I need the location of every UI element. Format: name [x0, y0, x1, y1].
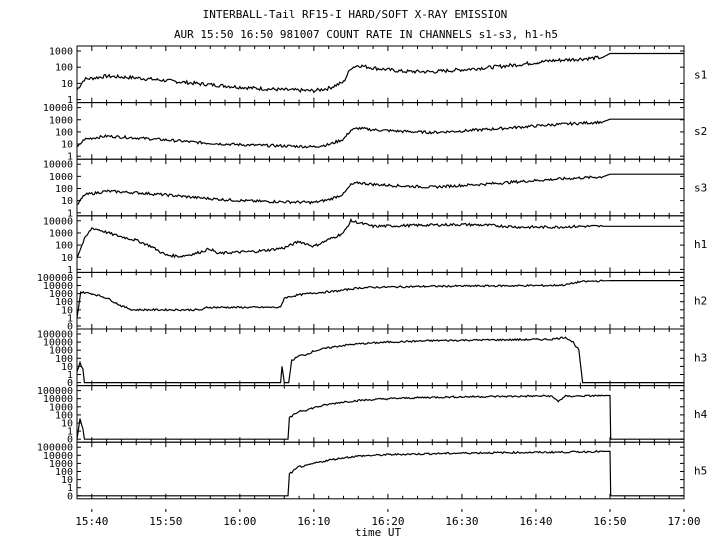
channel-label: h3	[694, 351, 707, 364]
series-s2-trace	[76, 118, 684, 149]
series-s3-trace	[76, 173, 684, 205]
y-tick-label: 1	[67, 265, 73, 276]
y-tick-label: 10	[61, 305, 73, 316]
series-h2-trace	[76, 279, 684, 318]
series-h1-trace	[76, 217, 684, 259]
y-tick-label: 1000	[49, 402, 73, 413]
y-tick-label: 0	[67, 322, 73, 333]
y-tick-label: 100	[55, 241, 73, 252]
series-h4-trace	[76, 394, 684, 440]
channel-label: h2	[694, 295, 707, 308]
panel-frame	[76, 215, 685, 273]
channel-panels: 1101001000s1110100100010000s211010010001…	[37, 45, 708, 502]
x-tick-label: 15:40	[75, 515, 108, 528]
y-tick-label: 1000	[49, 346, 73, 357]
y-tick-label: 100000	[37, 273, 73, 284]
y-tick-label: 100	[55, 184, 73, 195]
time-axis: 15:40 15:50 16:00 16:10 16:20 16:30 16:40 16:50…	[75, 509, 701, 528]
channel-label: s1	[694, 68, 707, 81]
panel-s1: 1 10 100 1000 s1	[49, 45, 707, 106]
y-tick-label: 10000	[43, 160, 73, 171]
y-tick-label: 100	[55, 410, 73, 421]
x-tick-label: 16:20	[371, 515, 404, 528]
y-tick-label: 1	[67, 208, 73, 219]
panel-frame	[76, 328, 685, 387]
x-tick-label: 16:10	[297, 515, 330, 528]
y-tick-label: 10	[61, 253, 73, 264]
y-tick-label: 10000	[43, 394, 73, 405]
channel-label: h4	[694, 408, 708, 421]
y-tick-label: 10000	[43, 451, 73, 462]
y-tick-label: 1000	[49, 289, 73, 300]
x-tick-label: 15:50	[149, 515, 182, 528]
chart-subtitle: AUR 15:50 16:50 981007 COUNT RATE IN CHA…	[174, 28, 558, 41]
y-tick-label: 100000	[37, 443, 73, 454]
y-tick-label: 10000	[43, 103, 73, 114]
y-tick-label: 1000	[49, 172, 73, 183]
channel-label: h5	[694, 465, 707, 478]
y-tick-label: 10	[61, 419, 73, 430]
y-tick-label: 10	[61, 79, 73, 90]
panel-frame	[76, 158, 685, 217]
series-s1-trace	[76, 52, 684, 94]
x-tick-label: 16:00	[223, 515, 256, 528]
y-tick-label: 10	[61, 362, 73, 373]
x-tick-label: 16:50	[593, 515, 626, 528]
y-tick-label: 100	[55, 63, 73, 74]
y-tick-label: 1000	[49, 228, 73, 239]
y-tick-label: 1000	[49, 115, 73, 126]
series-h5-trace	[77, 449, 684, 497]
y-tick-label: 100	[55, 127, 73, 138]
y-tick-label: 10	[61, 475, 73, 486]
y-tick-label: 0	[67, 435, 73, 446]
channel-label: s2	[694, 125, 707, 138]
y-tick-label: 1	[67, 95, 73, 106]
y-tick-label: 100000	[37, 386, 73, 397]
y-tick-label: 1	[67, 483, 73, 494]
y-tick-label: 10000	[43, 216, 73, 227]
channel-label: h1	[694, 238, 707, 251]
x-axis-label: time UT	[355, 526, 402, 539]
y-tick-label: 1	[67, 370, 73, 381]
panel-frame	[76, 441, 685, 500]
panel-frame	[76, 45, 685, 104]
x-tick-label: 16:40	[519, 515, 552, 528]
y-tick-label: 100000	[37, 330, 73, 341]
y-tick-label: 1	[67, 152, 73, 163]
channel-label: s3	[694, 182, 707, 195]
chart-title: INTERBALL-Tail RF15-I HARD/SOFT X-RAY EM…	[203, 8, 508, 21]
y-tick-label: 10000	[43, 338, 73, 349]
y-tick-label: 10000	[43, 281, 73, 292]
x-tick-label: 16:30	[445, 515, 478, 528]
series-h3-trace	[76, 336, 684, 384]
panel-frame	[76, 385, 685, 443]
x-tick-label: 17:00	[667, 515, 700, 528]
y-tick-label: 1	[67, 427, 73, 438]
y-tick-label: 100	[55, 297, 73, 308]
y-tick-label: 100	[55, 354, 73, 365]
y-tick-label: 1000	[49, 47, 73, 58]
y-tick-label: 100	[55, 467, 73, 478]
y-tick-label: 1000	[49, 459, 73, 470]
y-tick-label: 10	[61, 140, 73, 151]
y-tick-label: 0	[67, 491, 73, 502]
y-tick-label: 10	[61, 196, 73, 207]
y-tick-label: 0	[67, 378, 73, 389]
y-tick-label: 1	[67, 313, 73, 324]
